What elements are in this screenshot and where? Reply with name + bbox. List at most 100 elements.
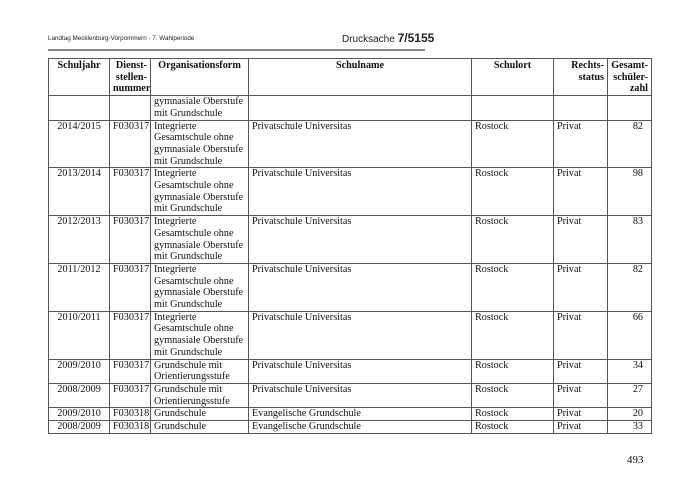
column-header-schulname: Schulname xyxy=(248,57,472,97)
form-line: Gesamtschule ohne xyxy=(154,180,234,192)
form-line: mit Grundschule xyxy=(154,251,223,263)
column-header-line: stellen- xyxy=(115,71,147,83)
cell-schulname: Privatschule Universitas xyxy=(248,215,472,264)
form-line: mit Grundschule xyxy=(154,299,223,311)
cell-organisationsform: Grundschule mit Orientierungsstufe xyxy=(150,358,249,384)
cell-gesamtschuelerzahl: 83 xyxy=(607,215,652,264)
form-line: Gesamtschule ohne xyxy=(154,323,234,335)
cell-schulort xyxy=(471,95,554,121)
form-line: Integrierte xyxy=(154,120,197,132)
cell-schuljahr: 2008/2009 xyxy=(48,382,110,409)
form-line: gymnasiale Oberstufe xyxy=(154,239,244,251)
form-line: mit Grundschule xyxy=(154,203,223,215)
table-row: 2009/2010 F030318 Grundschule Evangelische … xyxy=(48,407,652,422)
cell-schuljahr: 2012/2013 xyxy=(48,215,110,264)
cell-gesamtschuelerzahl xyxy=(607,95,652,121)
cell-rechtsstatus: Privat xyxy=(553,358,608,384)
cell-gesamtschuelerzahl: 20 xyxy=(607,407,652,422)
cell-schulname: Privatschule Universitas xyxy=(248,167,472,217)
cell-organisationsform: Integrierte Gesamtschule ohne gymnasiale O… xyxy=(150,215,249,264)
cell-schuljahr: 2009/2010 xyxy=(48,407,110,422)
cell-rechtsstatus: Privat xyxy=(553,119,608,169)
cell-organisationsform: Grundschule xyxy=(150,407,249,422)
table-row: 2011/2012 F030317 Integrierte Gesamtschule … xyxy=(48,262,652,312)
drucksache-number: 7/5155 xyxy=(397,31,435,45)
table-row: 2014/2015 F030317 Integrierte Gesamtschule … xyxy=(48,119,652,169)
table-row: 2010/2011 F030317 Integrierte Gesamtschule … xyxy=(48,310,652,360)
cell-organisationsform: Grundschule mit Orientierungsstufe xyxy=(150,382,249,409)
form-line: mit Grundschule xyxy=(154,107,223,119)
cell-dienststellennummer xyxy=(109,95,151,121)
table-row: gymnasiale Oberstufe mit Grundschule xyxy=(48,95,652,121)
cell-rechtsstatus: Privat xyxy=(553,262,608,312)
form-line: Orientierungsstufe xyxy=(154,395,230,407)
cell-organisationsform: Grundschule xyxy=(150,420,249,434)
column-header-line: Schulname xyxy=(335,60,385,71)
cell-schulort: Rostock xyxy=(471,262,554,312)
form-line: Grundschule xyxy=(154,421,207,433)
cell-rechtsstatus: Privat xyxy=(553,310,608,360)
cell-schulort: Rostock xyxy=(471,420,554,434)
form-line: mit Grundschule xyxy=(154,346,223,358)
column-header-line: Rechts- xyxy=(571,60,604,71)
cell-dienststellennummer: F030317 xyxy=(109,310,151,360)
column-header-line: Organisationsform xyxy=(158,60,241,71)
cell-schuljahr: 2009/2010 xyxy=(48,358,110,384)
form-line: Orientierungsstufe xyxy=(154,371,230,383)
cell-schulort: Rostock xyxy=(471,358,554,384)
cell-organisationsform: Integrierte Gesamtschule ohne gymnasiale O… xyxy=(150,262,249,312)
cell-rechtsstatus: Privat xyxy=(553,215,608,264)
cell-dienststellennummer: F030317 xyxy=(109,215,151,264)
cell-gesamtschuelerzahl: 27 xyxy=(607,382,652,409)
cell-gesamtschuelerzahl: 82 xyxy=(607,262,652,312)
form-line: Integrierte xyxy=(154,168,197,180)
form-line: Integrierte xyxy=(154,263,197,275)
cell-organisationsform: gymnasiale Oberstufe mit Grundschule xyxy=(150,95,249,121)
page-number: 493 xyxy=(627,454,644,466)
cell-schuljahr: 2013/2014 xyxy=(48,167,110,217)
cell-organisationsform: Integrierte Gesamtschule ohne gymnasiale O… xyxy=(150,310,249,360)
cell-dienststellennummer: F030317 xyxy=(109,382,151,409)
column-header-organisationsform: Organisationsform xyxy=(150,57,249,97)
cell-schulname: Evangelische Grundschule xyxy=(248,420,472,434)
form-line: gymnasiale Oberstufe xyxy=(154,287,244,299)
table-row: 2008/2009 F030317 Grundschule mit Orientier… xyxy=(48,382,652,409)
cell-schuljahr: 2008/2009 xyxy=(48,420,110,434)
cell-schulname: Privatschule Universitas xyxy=(248,358,472,384)
cell-schulname xyxy=(248,95,472,121)
form-line: mit Grundschule xyxy=(154,155,223,167)
header-rule xyxy=(48,49,425,51)
column-header-line: status xyxy=(578,71,604,83)
cell-schuljahr: 2011/2012 xyxy=(48,262,110,312)
form-line: gymnasiale Oberstufe xyxy=(154,335,244,347)
column-header-line: Gesamt- xyxy=(611,60,648,71)
cell-gesamtschuelerzahl: 98 xyxy=(607,167,652,217)
cell-dienststellennummer: F030317 xyxy=(109,119,151,169)
column-header-line: nummer xyxy=(113,83,151,95)
cell-organisationsform: Integrierte Gesamtschule ohne gymnasiale O… xyxy=(150,167,249,217)
cell-schulname: Privatschule Universitas xyxy=(248,262,472,312)
cell-dienststellennummer: F030317 xyxy=(109,358,151,384)
form-line: gymnasiale Oberstufe xyxy=(154,143,244,155)
drucksache-label: Drucksache xyxy=(342,34,395,45)
column-header-dienststellennummer: Dienst-stellen-nummer xyxy=(109,57,151,97)
cell-schulort: Rostock xyxy=(471,382,554,409)
cell-rechtsstatus xyxy=(553,95,608,121)
cell-schulname: Evangelische Grundschule xyxy=(248,407,472,422)
table-row: 2009/2010 F030317 Grundschule mit Orientier… xyxy=(48,358,652,384)
cell-dienststellennummer: F030317 xyxy=(109,262,151,312)
cell-schulort: Rostock xyxy=(471,310,554,360)
cell-rechtsstatus: Privat xyxy=(553,407,608,422)
column-header-line: Schuljahr xyxy=(57,60,101,71)
cell-gesamtschuelerzahl: 33 xyxy=(607,420,652,434)
table-row: 2012/2013 F030317 Integrierte Gesamtschule … xyxy=(48,215,652,264)
form-line: Grundschule mit xyxy=(154,359,223,371)
column-header-gesamtschuelerzahl: Gesamt-schüler-zahl xyxy=(607,57,652,97)
cell-schuljahr: 2014/2015 xyxy=(48,119,110,169)
form-line: Gesamtschule ohne xyxy=(154,132,234,144)
cell-dienststellennummer: F030318 xyxy=(109,407,151,422)
form-line: gymnasiale Oberstufe xyxy=(154,96,244,108)
column-header-rechtsstatus: Rechts-status xyxy=(553,57,608,97)
cell-schulort: Rostock xyxy=(471,215,554,264)
schools-table: Schuljahr Dienst-stellen-nummer Organisati… xyxy=(48,57,652,434)
